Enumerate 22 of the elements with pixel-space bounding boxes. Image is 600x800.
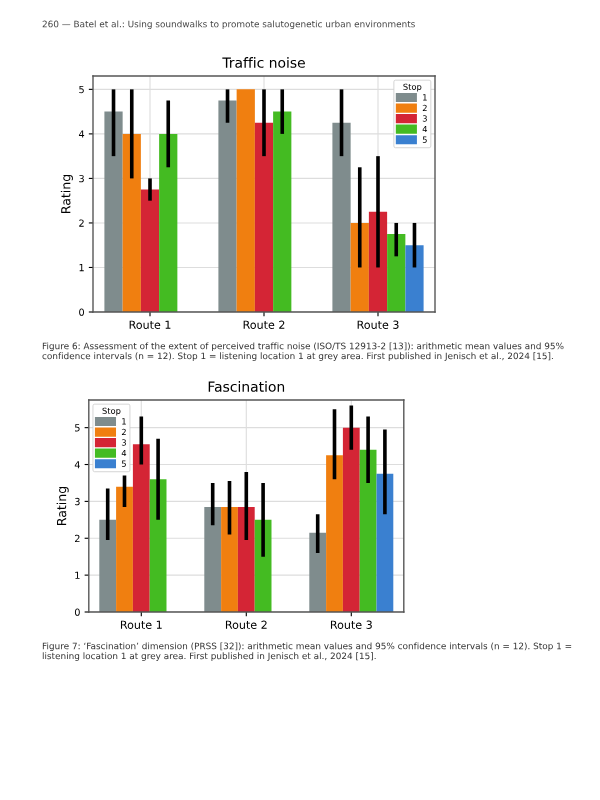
bar xyxy=(342,427,360,612)
bar xyxy=(218,100,237,312)
bar xyxy=(104,111,123,312)
bar xyxy=(237,506,255,612)
bar xyxy=(405,245,424,312)
bar xyxy=(254,122,274,312)
bar xyxy=(332,122,351,312)
bar xyxy=(116,486,133,612)
bar xyxy=(359,449,377,612)
bar xyxy=(236,89,255,312)
bar xyxy=(132,444,150,612)
bar xyxy=(99,519,117,612)
bar xyxy=(221,506,238,612)
bar xyxy=(326,455,343,612)
bar xyxy=(273,111,292,312)
bar xyxy=(140,189,160,312)
bar xyxy=(387,234,406,312)
bar xyxy=(309,532,327,612)
bar xyxy=(159,133,178,312)
bar xyxy=(204,506,222,612)
bar xyxy=(376,473,394,612)
bar xyxy=(122,133,141,312)
